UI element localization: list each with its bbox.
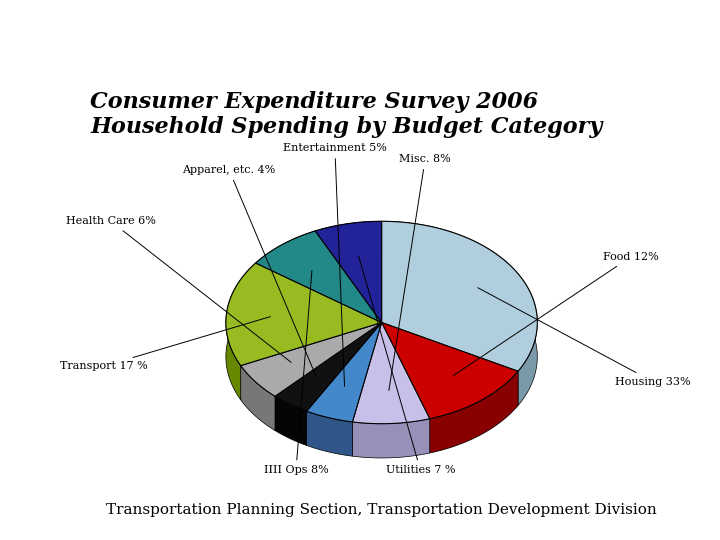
Polygon shape — [256, 231, 315, 297]
Polygon shape — [307, 322, 382, 422]
Polygon shape — [307, 411, 352, 456]
Polygon shape — [256, 231, 382, 322]
Text: Transportation Planning Section, Transportation Development Division: Transportation Planning Section, Transpo… — [107, 503, 657, 517]
Polygon shape — [382, 322, 518, 418]
Text: Oregon Department of Transportation: Oregon Department of Transportation — [130, 31, 485, 50]
Text: Misc. 8%: Misc. 8% — [389, 154, 451, 390]
Polygon shape — [382, 221, 537, 372]
Polygon shape — [240, 322, 382, 396]
Polygon shape — [240, 366, 275, 430]
Polygon shape — [430, 372, 518, 453]
Polygon shape — [226, 263, 256, 400]
Text: Housing 33%: Housing 33% — [478, 288, 690, 387]
Text: IIII Ops 8%: IIII Ops 8% — [264, 271, 328, 475]
Text: Utilities 7 %: Utilities 7 % — [359, 256, 455, 475]
Polygon shape — [352, 418, 430, 458]
Text: Transport 17 %: Transport 17 % — [60, 316, 271, 371]
Text: Food 12%: Food 12% — [454, 252, 659, 375]
Polygon shape — [275, 322, 382, 411]
Polygon shape — [275, 396, 307, 446]
Text: Health Care 6%: Health Care 6% — [66, 217, 291, 362]
Polygon shape — [315, 221, 382, 322]
Polygon shape — [226, 263, 382, 366]
Text: Entertainment 5%: Entertainment 5% — [283, 143, 387, 387]
Polygon shape — [352, 322, 430, 424]
Polygon shape — [315, 221, 382, 265]
Text: Apparel, etc. 4%: Apparel, etc. 4% — [182, 165, 317, 377]
Text: Consumer Expenditure Survey 2006
Household Spending by Budget Category: Consumer Expenditure Survey 2006 Househo… — [90, 91, 603, 138]
Polygon shape — [382, 221, 537, 406]
